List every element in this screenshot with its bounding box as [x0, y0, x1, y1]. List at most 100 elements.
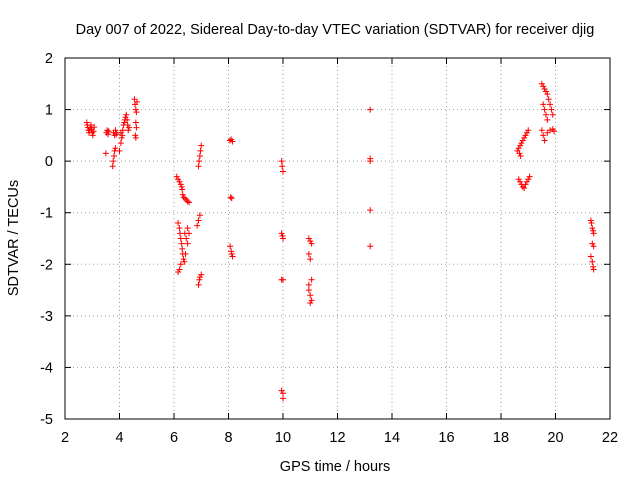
data-point — [589, 225, 596, 232]
data-point — [196, 158, 203, 165]
data-point — [119, 132, 126, 139]
y-tick-label: 1 — [45, 103, 53, 119]
data-point — [179, 191, 186, 198]
data-point — [307, 299, 314, 306]
data-point — [305, 281, 312, 288]
data-point — [177, 181, 184, 188]
data-point — [183, 235, 190, 242]
data-points-layer — [83, 80, 597, 402]
data-point — [175, 269, 182, 276]
data-point — [541, 85, 548, 92]
data-point — [278, 387, 285, 394]
data-point — [548, 106, 555, 113]
data-point — [180, 194, 187, 201]
data-point — [367, 158, 374, 165]
data-point — [308, 240, 315, 247]
series-track-2.8 — [83, 119, 98, 139]
data-point — [180, 256, 187, 263]
data-point — [112, 145, 119, 152]
data-point — [545, 96, 552, 103]
data-point — [525, 176, 532, 183]
data-point — [367, 207, 374, 214]
data-point — [307, 292, 314, 299]
data-point — [105, 131, 112, 138]
y-tick-label: -4 — [40, 360, 53, 376]
data-point — [280, 276, 286, 283]
data-point — [196, 276, 203, 283]
data-point — [521, 184, 528, 191]
data-point — [519, 183, 526, 190]
data-point — [195, 163, 202, 170]
data-point — [538, 127, 545, 134]
data-point — [519, 137, 526, 144]
series-track-4.6 — [131, 96, 140, 141]
data-point — [176, 178, 183, 185]
data-point — [229, 138, 236, 145]
data-point — [517, 178, 524, 185]
x-tick-label: 12 — [329, 430, 345, 446]
data-point — [367, 243, 374, 250]
data-point — [89, 132, 96, 139]
series-track-21.4 — [587, 217, 597, 273]
data-point — [515, 176, 522, 183]
series-track-10 — [278, 158, 286, 402]
data-point — [105, 128, 112, 135]
data-point — [126, 124, 133, 131]
data-point — [87, 122, 94, 129]
x-tick-label: 2 — [61, 430, 69, 446]
data-point — [195, 281, 202, 288]
data-point — [111, 152, 118, 159]
data-point — [522, 132, 529, 139]
data-point — [540, 101, 547, 108]
data-point — [590, 266, 597, 273]
data-point — [541, 137, 548, 144]
data-point — [176, 266, 183, 273]
data-point — [590, 227, 597, 234]
data-point — [549, 111, 556, 118]
data-point — [517, 152, 524, 159]
data-point — [179, 245, 186, 252]
data-point — [117, 140, 124, 147]
data-point — [123, 111, 130, 118]
data-point — [305, 287, 312, 294]
data-point — [228, 195, 235, 202]
x-tick-label: 8 — [224, 430, 232, 446]
data-point — [590, 230, 597, 237]
x-tick-label: 22 — [602, 430, 618, 446]
data-point — [124, 122, 131, 129]
data-point — [185, 230, 192, 237]
series-track-3.8 — [109, 127, 120, 170]
data-point — [305, 250, 312, 257]
data-point — [367, 106, 374, 113]
data-point — [133, 124, 140, 131]
data-point — [198, 142, 205, 149]
data-point — [279, 232, 286, 239]
data-point — [125, 127, 132, 134]
data-point — [178, 183, 185, 190]
y-tick-label: -1 — [40, 206, 53, 222]
x-tick-label: 10 — [275, 430, 291, 446]
data-point — [538, 80, 545, 87]
data-point — [184, 198, 191, 205]
data-point — [544, 116, 551, 123]
chart-title: Day 007 of 2022, Sidereal Day-to-day VTE… — [76, 22, 595, 38]
series-track-6.9 — [194, 142, 205, 288]
data-point — [177, 235, 184, 242]
data-point — [521, 134, 528, 141]
data-point — [198, 271, 205, 278]
data-point — [110, 158, 117, 165]
x-tick-label: 20 — [547, 430, 563, 446]
y-tick-label: -2 — [40, 257, 53, 273]
data-point — [132, 134, 139, 141]
data-point — [91, 124, 98, 131]
data-point — [280, 235, 286, 242]
x-tick-label: 6 — [170, 430, 178, 446]
data-point — [175, 220, 182, 227]
data-point — [280, 395, 286, 402]
data-point — [197, 147, 204, 154]
data-point — [280, 390, 286, 397]
data-point — [112, 127, 119, 134]
series-track-18.8-upper — [514, 127, 532, 159]
data-point — [227, 243, 234, 250]
